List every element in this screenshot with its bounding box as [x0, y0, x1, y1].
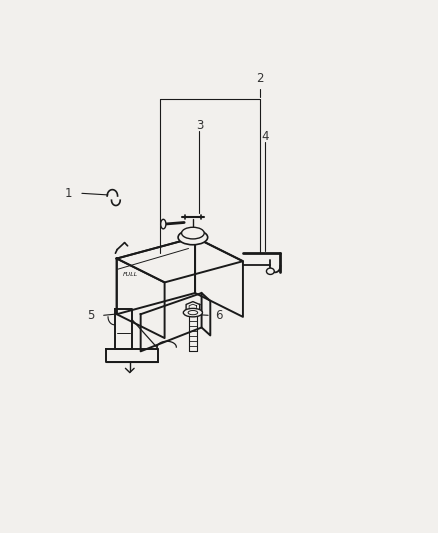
Text: 3: 3: [196, 119, 203, 133]
Text: 1: 1: [65, 187, 73, 200]
Ellipse shape: [182, 227, 204, 239]
Ellipse shape: [184, 309, 202, 317]
Ellipse shape: [188, 311, 198, 315]
Text: 6: 6: [215, 309, 223, 322]
Text: FULL: FULL: [122, 272, 138, 277]
Text: 4: 4: [261, 130, 268, 143]
Ellipse shape: [266, 268, 274, 274]
Ellipse shape: [178, 230, 208, 245]
Text: 5: 5: [87, 309, 94, 322]
Ellipse shape: [161, 219, 166, 229]
Text: 2: 2: [257, 72, 264, 85]
